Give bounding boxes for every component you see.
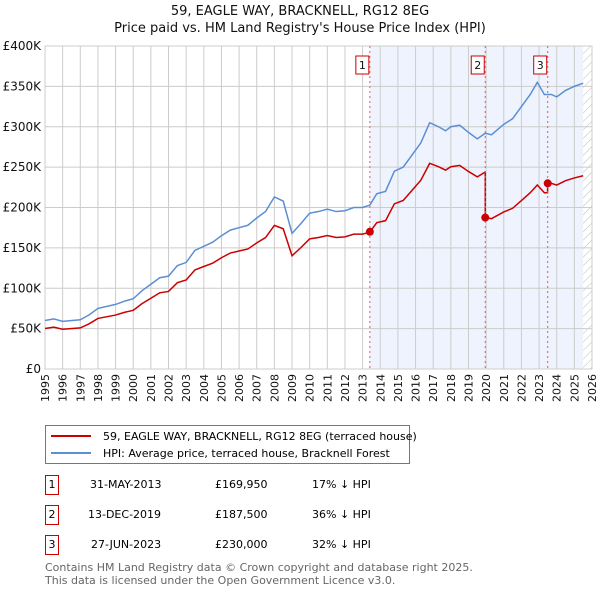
price-chart: 1995 1996 1997 1998 1999 2000 2001 2002 2003 2004… bbox=[3, 39, 599, 402]
x-tick-label: 1995 bbox=[39, 374, 52, 402]
footer-line-1: Contains HM Land Registry data © Crown c… bbox=[45, 561, 473, 574]
x-tick-label: 2014 bbox=[374, 374, 387, 402]
sale-date: 13-DEC-2019 bbox=[88, 508, 162, 521]
sale-price: £169,950 bbox=[215, 478, 268, 491]
sale-marker-box bbox=[470, 55, 485, 75]
x-tick-label: 2010 bbox=[304, 374, 317, 402]
y-tick-label: £300K bbox=[3, 120, 43, 134]
legend: 59, EAGLE WAY, BRACKNELL, RG12 8EG (terr… bbox=[45, 425, 417, 464]
x-tick-label: 2002 bbox=[163, 374, 176, 402]
hpi-diff: 32% ↓ HPI bbox=[312, 538, 371, 551]
x-tick-label: 2005 bbox=[215, 374, 228, 402]
x-tick-label: 2024 bbox=[551, 374, 564, 402]
x-tick-label: 2003 bbox=[180, 374, 193, 402]
table-row: 2 13-DEC-2019 £187,500 36% ↓ HPI bbox=[45, 505, 485, 525]
x-tick-label: 2013 bbox=[357, 374, 370, 402]
table-row: 3 27-JUN-2023 £230,000 32% ↓ HPI bbox=[45, 535, 485, 555]
x-tick-label: 2007 bbox=[251, 374, 264, 402]
x-tick-label: 1998 bbox=[92, 374, 105, 402]
sale-price: £230,000 bbox=[215, 538, 268, 551]
sale-marker-box bbox=[533, 55, 548, 75]
legend-label-property: 59, EAGLE WAY, BRACKNELL, RG12 8EG (terr… bbox=[103, 429, 417, 443]
x-tick-label: 2017 bbox=[427, 374, 440, 402]
x-tick-label: 2025 bbox=[568, 374, 581, 402]
y-tick-label: £350K bbox=[3, 79, 43, 93]
sale-point bbox=[365, 227, 374, 236]
x-tick-label: 2023 bbox=[533, 374, 546, 402]
marker-badge: 3 bbox=[45, 535, 59, 555]
hpi-diff: 36% ↓ HPI bbox=[312, 508, 371, 521]
y-tick-label: £50K bbox=[10, 322, 42, 336]
x-tick-label: 2011 bbox=[321, 374, 334, 402]
x-tick-label: 2006 bbox=[233, 374, 246, 402]
sale-point bbox=[481, 213, 490, 222]
sale-point bbox=[543, 179, 552, 188]
x-tick-label: 2000 bbox=[127, 374, 140, 402]
x-tick-label: 2022 bbox=[515, 374, 528, 402]
y-tick-label: £200K bbox=[3, 201, 43, 215]
property-price-line bbox=[44, 162, 584, 330]
x-tick-label: 2008 bbox=[268, 374, 281, 402]
y-tick-label: £250K bbox=[3, 160, 43, 174]
sale-price: £187,500 bbox=[215, 508, 268, 521]
marker-badge: 1 bbox=[45, 475, 59, 495]
y-tick-label: £400K bbox=[3, 39, 43, 53]
y-tick-label: £150K bbox=[3, 241, 43, 255]
footer-line-2: This data is licensed under the Open Gov… bbox=[45, 574, 396, 587]
x-tick-label: 2019 bbox=[462, 374, 475, 402]
x-tick-label: 2016 bbox=[410, 374, 423, 402]
y-tick-label: £0 bbox=[26, 362, 41, 376]
x-tick-label: 1999 bbox=[110, 374, 123, 402]
sale-marker-label: 3 bbox=[537, 59, 544, 72]
footer: Contains HM Land Registry data © Crown c… bbox=[45, 561, 473, 587]
chart-title: 59, EAGLE WAY, BRACKNELL, RG12 8EG bbox=[170, 4, 430, 19]
x-tick-label: 1997 bbox=[74, 374, 87, 402]
legend-item-hpi: HPI: Average price, terraced house, Brac… bbox=[51, 445, 390, 461]
x-tick-label: 2009 bbox=[286, 374, 299, 402]
legend-item-property: 59, EAGLE WAY, BRACKNELL, RG12 8EG (terr… bbox=[51, 428, 417, 444]
chart-subtitle: Price paid vs. HM Land Registry's House … bbox=[114, 21, 486, 36]
legend-label-hpi: HPI: Average price, terraced house, Brac… bbox=[103, 446, 390, 460]
legend-swatch-hpi bbox=[51, 452, 91, 454]
x-tick-label: 2018 bbox=[445, 374, 458, 402]
x-tick-label: 1996 bbox=[57, 374, 70, 402]
x-tick-label: 2012 bbox=[339, 374, 352, 402]
x-tick-label: 2004 bbox=[198, 374, 211, 402]
marker-badge: 2 bbox=[45, 505, 59, 525]
hpi-diff: 17% ↓ HPI bbox=[312, 478, 371, 491]
hpi-line bbox=[44, 80, 584, 323]
sale-date: 31-MAY-2013 bbox=[90, 478, 162, 491]
sale-marker-box bbox=[355, 55, 370, 75]
x-tick-label: 2015 bbox=[392, 374, 405, 402]
plot-border bbox=[44, 45, 593, 370]
sale-marker-label: 1 bbox=[359, 59, 366, 72]
x-tick-label: 2001 bbox=[145, 374, 158, 402]
y-tick-label: £100K bbox=[3, 281, 43, 295]
sale-date: 27-JUN-2023 bbox=[91, 538, 162, 551]
x-tick-label: 2026 bbox=[586, 374, 599, 402]
table-row: 1 31-MAY-2013 £169,950 17% ↓ HPI bbox=[45, 475, 485, 495]
x-tick-label: 2021 bbox=[498, 374, 511, 402]
x-tick-label: 2020 bbox=[480, 374, 493, 402]
sale-marker-label: 2 bbox=[474, 59, 481, 72]
legend-swatch-property bbox=[51, 435, 91, 437]
